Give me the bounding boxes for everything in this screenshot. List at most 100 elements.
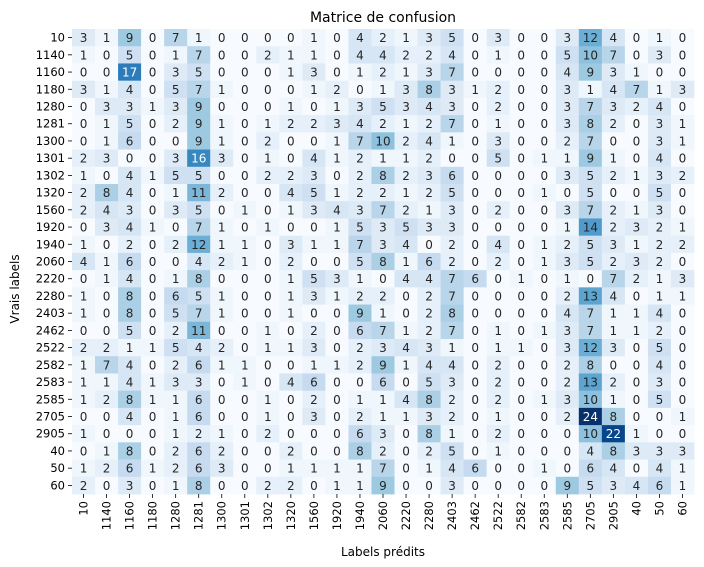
heatmap-cell [394,252,418,271]
y-tick-label: 2462 [36,323,65,337]
cell-value-label: 2 [103,393,111,407]
heatmap-cell [371,115,395,133]
heatmap-cell [187,218,211,237]
heatmap-cell [256,356,280,374]
cell-value-label: 1 [540,462,548,476]
heatmap-cell [325,201,349,219]
cell-value-label: 0 [471,376,479,390]
heatmap-cell [532,80,557,99]
cell-value-label: 2 [356,358,364,372]
cell-value-label: 2 [172,238,180,252]
cell-value-label: 7 [587,100,595,114]
heatmap-cell [164,321,188,340]
heatmap-cell [394,407,418,426]
cell-value-label: 1 [656,272,664,286]
cell-value-label: 5 [587,169,595,183]
cell-value-label: 0 [494,462,502,476]
heatmap-cell [256,407,280,426]
heatmap-cell [233,252,257,271]
heatmap-cell [417,321,441,340]
cell-value-label: 0 [517,169,525,183]
cell-value-label: 0 [172,221,180,235]
cell-value-label: 2 [379,117,387,131]
heatmap-cell [279,80,303,99]
cell-value-label: 4 [287,376,295,390]
cell-value-label: 8 [195,272,203,286]
heatmap-cell [302,304,326,323]
cell-value-label: 1 [494,341,502,355]
cell-value-label: 1 [425,462,433,476]
cell-value-label: 1 [287,341,295,355]
heatmap-cell [463,149,488,168]
cell-value-label: 5 [356,255,364,269]
cell-value-label: 13 [583,376,598,390]
cell-value-label: 5 [656,393,664,407]
cell-value-label: 8 [610,444,618,458]
heatmap-cell [256,149,280,168]
cell-value-label: 0 [264,31,272,45]
cell-value-label: 4 [656,462,664,476]
heatmap-cell [141,321,165,340]
cell-value-label: 0 [80,100,88,114]
cell-value-label: 2 [494,203,502,217]
heatmap-cell [647,321,672,340]
cell-value-label: 3 [103,221,111,235]
heatmap-cell [532,321,557,340]
cell-value-label: 0 [540,66,548,80]
cell-value-label: 0 [471,307,479,321]
heatmap-cell [325,184,349,202]
cell-value-label: 0 [356,83,364,97]
cell-value-label: 2 [402,48,410,62]
heatmap-cell [210,390,234,409]
heatmap-cell [233,29,257,47]
cell-value-label: 0 [379,272,387,286]
cell-value-label: 2 [80,341,88,355]
heatmap-cell [578,459,603,478]
heatmap-cell [578,218,603,237]
cell-value-label: 0 [633,358,641,372]
x-tick-label: 1180 [146,501,160,530]
cell-value-label: 1 [310,358,318,372]
heatmap-cell [486,425,511,443]
heatmap-cell [371,218,395,237]
heatmap-cell [325,425,349,443]
heatmap-cell [440,149,465,168]
heatmap-cell [118,459,142,478]
heatmap-cell [164,46,188,64]
heatmap-cell [187,201,211,219]
cell-value-label: 3 [563,324,571,338]
cell-value-label: 1 [402,186,410,200]
heatmap-cell [578,166,603,185]
heatmap-cell [555,97,580,116]
y-tick-label: 2403 [36,306,65,320]
heatmap-cell [601,476,626,495]
heatmap-cell [578,425,603,443]
cell-value-label: 1 [241,358,249,372]
heatmap-cell [187,149,211,168]
heatmap-cell [394,46,418,64]
cell-value-label: 4 [425,100,433,114]
cell-value-label: 3 [448,203,456,217]
heatmap-cell [601,321,626,340]
cell-value-label: 3 [563,203,571,217]
heatmap-cell [164,425,188,443]
cell-value-label: 1 [517,341,525,355]
heatmap-cell [394,80,418,99]
heatmap-cell [532,407,557,426]
cell-value-label: 0 [679,186,687,200]
heatmap-cell [256,459,280,478]
heatmap-cell [578,339,603,357]
cell-value-label: 5 [425,376,433,390]
heatmap-cell [578,46,603,64]
heatmap-cell [348,149,372,168]
cell-value-label: 1 [379,307,387,321]
heatmap-cell [417,390,441,409]
cell-value-label: 6 [587,462,595,476]
cell-value-label: 0 [517,376,525,390]
cell-value-label: 0 [264,307,272,321]
cell-value-label: 0 [517,410,525,424]
heatmap-cell [486,270,511,288]
cell-value-label: 3 [218,152,226,166]
heatmap-cell [509,476,534,495]
cell-value-label: 0 [517,221,525,235]
